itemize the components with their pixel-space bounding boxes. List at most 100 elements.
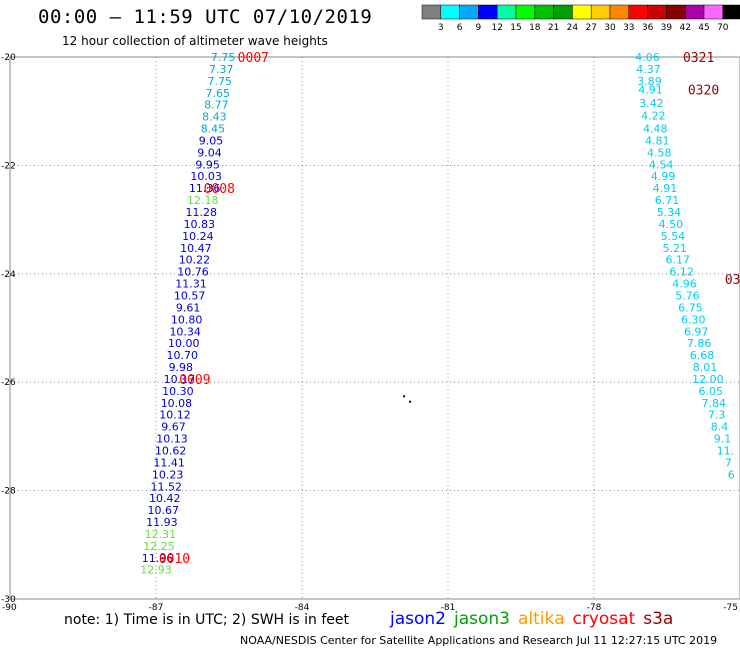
colorbar-swatch: [703, 4, 724, 20]
wave-height-label: 8.45: [201, 123, 226, 136]
colorbar-label: 36: [642, 23, 654, 33]
wave-height-label: 11.52: [150, 480, 182, 493]
wave-height-label: 4.58: [647, 146, 672, 159]
colorbar-swatch: [666, 4, 686, 20]
wave-height-label: 10.57: [174, 289, 206, 302]
x-tick-label: -78: [587, 603, 602, 613]
time-label: 0320: [688, 84, 719, 99]
wave-height-label: 7.75: [211, 51, 236, 64]
time-label: 0007: [238, 51, 269, 66]
wave-height-label: 4.48: [643, 123, 668, 136]
wave-height-label: 10.23: [152, 468, 184, 481]
wave-height-label: 6: [728, 468, 735, 481]
colorbar-label: 70: [717, 23, 729, 33]
wave-height-label: 4.37: [636, 63, 661, 76]
wave-height-label: 6.68: [690, 349, 715, 362]
wave-height-label: 10.83: [184, 218, 216, 231]
colorbar-label: 24: [567, 23, 579, 33]
note-text: note: 1) Time is in UTC; 2) SWH is in fe…: [64, 612, 350, 628]
wave-height-label: 5.21: [663, 242, 688, 255]
colorbar-label: 39: [661, 23, 673, 33]
colorbar-swatch: [440, 4, 460, 20]
wave-height-label: 10.67: [148, 504, 180, 517]
wave-height-label: 5.76: [675, 289, 700, 302]
wave-height-label: 4.22: [641, 110, 666, 123]
wave-height-label: 4.91: [653, 182, 678, 195]
wave-height-label: 10.22: [179, 254, 211, 267]
wave-height-label: 11.: [717, 444, 735, 457]
wave-height-label: 6.17: [665, 254, 690, 267]
colorbar-label: 15: [510, 23, 521, 33]
satellite-legend: jason2 jason3 altika cryosat s3a: [390, 609, 681, 629]
page-title: 00:00 – 11:59 UTC 07/10/2019: [38, 6, 373, 28]
wave-height-label: 12.93: [140, 564, 172, 577]
colorbar-swatch: [684, 4, 705, 20]
time-label: 0008: [204, 182, 235, 197]
wave-height-label: 8.43: [202, 111, 227, 124]
wave-height-label: 5.34: [657, 206, 682, 219]
wave-height-label: 11.96: [142, 552, 174, 565]
colorbar-label: 27: [585, 23, 596, 33]
wave-height-label: 10.30: [162, 385, 194, 398]
track-2: 4.064.373.894.913.424.224.484.814.584.54…: [635, 51, 740, 481]
wave-height-label: 9.67: [161, 421, 186, 434]
wave-height-label: 4.54: [649, 158, 674, 171]
legend-altika: altika: [518, 609, 565, 629]
wave-height-label: 3.42: [639, 97, 664, 110]
wave-height-label: 6.71: [655, 194, 680, 207]
wave-height-label: 6.75: [678, 301, 703, 314]
legend-jason3: jason3: [454, 609, 510, 629]
wave-height-label: 8.01: [693, 361, 718, 374]
wave-height-label: 10.70: [167, 349, 199, 362]
wave-height-label: 10.00: [168, 337, 200, 350]
time-label: 0010: [159, 552, 190, 567]
y-tick-label: -24: [1, 270, 16, 280]
x-tick-label: -84: [295, 603, 310, 613]
wave-height-label: 8.4: [711, 421, 729, 434]
y-tick-label: -20: [1, 53, 16, 63]
y-tick-label: -26: [1, 378, 16, 388]
wave-height-label: 7.37: [209, 63, 234, 76]
colorbar-swatch: [515, 4, 536, 20]
time-label: 0009: [179, 373, 210, 388]
wave-height-label: 4.91: [638, 84, 663, 97]
wave-height-label: 10.76: [177, 266, 209, 279]
colorbar-label: 42: [679, 23, 690, 33]
colorbar-swatch: [590, 4, 611, 20]
wave-height-label: 10.47: [180, 242, 212, 255]
legend-s3a: s3a: [643, 609, 674, 629]
wave-height-label: 7.65: [206, 87, 231, 100]
wave-height-label: 7.75: [208, 75, 233, 88]
wave-height-label: 9.05: [199, 134, 224, 147]
wave-height-label: 10.62: [155, 444, 187, 457]
colorbar-swatch: [572, 4, 592, 20]
wave-height-label: 10.08: [161, 397, 193, 410]
colorbar-label: 30: [604, 23, 616, 33]
wave-height-label: 6.12: [669, 266, 694, 279]
plot-frame: [9, 56, 740, 600]
wave-height-label: 8.77: [204, 99, 229, 112]
colorbar-swatch: [722, 4, 740, 20]
wave-height-label: 11.31: [175, 278, 207, 291]
page-subtitle: 12 hour collection of altimeter wave hei…: [62, 34, 328, 48]
time-label: 03: [725, 273, 740, 288]
wave-height-label: 12.31: [145, 528, 177, 541]
wave-height-label: 10.80: [171, 313, 203, 326]
wave-height-label: 7.84: [701, 397, 726, 410]
colorbar-label: 33: [623, 23, 634, 33]
colorbar-label: 18: [529, 23, 541, 33]
wave-height-label: 11.28: [186, 206, 218, 219]
wave-height-label: 9.1: [714, 433, 732, 446]
track-1: 7.757.377.757.658.778.438.459.059.049.95…: [140, 51, 269, 577]
wave-height-label: 4.96: [672, 278, 697, 291]
wave-height-label: 7.86: [687, 337, 712, 350]
wave-height-label: 4.50: [659, 218, 684, 231]
colorbar-label: 6: [457, 23, 463, 33]
wave-height-label: 7: [725, 456, 732, 469]
wave-height-label: 6.05: [699, 385, 724, 398]
wave-height-label: 10.34: [169, 325, 201, 338]
axis-ticks: -90 -87 -84 -81 -78 -75 -20 -22 -24 -26 -28 -30: [1, 53, 738, 613]
wave-height-label: 5.54: [661, 230, 686, 243]
colorbar-swatch: [478, 4, 498, 20]
